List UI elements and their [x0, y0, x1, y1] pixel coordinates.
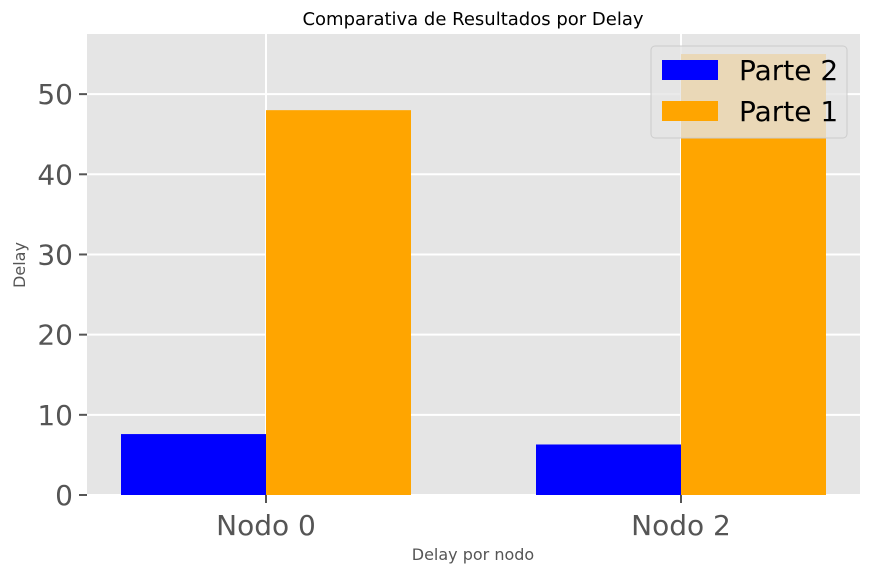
- legend: Parte 2 Parte 1: [650, 45, 848, 139]
- y-axis-label: Delay: [10, 242, 29, 288]
- y-tick-label: 0: [55, 479, 73, 512]
- y-tick-label: 50: [37, 78, 73, 111]
- y-tick-label: 20: [37, 319, 73, 352]
- legend-label: Parte 1: [739, 95, 838, 128]
- legend-label: Parte 2: [739, 54, 838, 87]
- bar-parte-2-nodo-0: [121, 434, 266, 495]
- y-tick-label: 10: [37, 399, 73, 432]
- legend-swatch: [662, 101, 718, 121]
- chart-title: Comparativa de Resultados por Delay: [302, 9, 643, 30]
- x-axis-label: Delay por nodo: [412, 545, 534, 564]
- x-tick-label: Nodo 2: [631, 509, 731, 542]
- bar-parte-2-nodo-2: [536, 444, 681, 495]
- x-tick-label: Nodo 0: [216, 509, 316, 542]
- y-tick-label: 30: [37, 238, 73, 271]
- legend-swatch: [662, 60, 718, 80]
- y-tick-label: 40: [37, 158, 73, 191]
- bar-parte-1-nodo-0: [266, 110, 411, 495]
- axes: 0 10 20 30 40 50 Nodo 0 Nodo 2: [37, 78, 730, 542]
